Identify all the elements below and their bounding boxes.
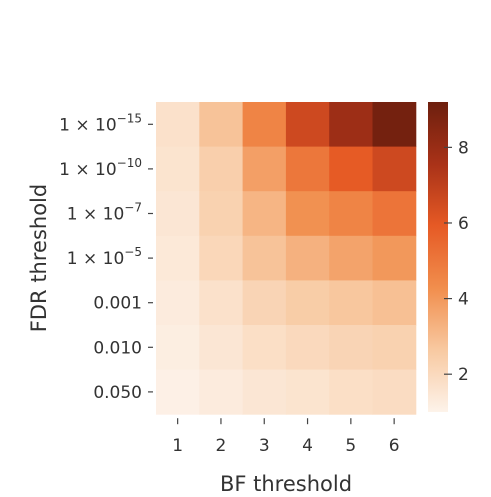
heatmap-cell (372, 102, 417, 148)
heatmap-cell (329, 102, 373, 148)
heatmap-cell (372, 235, 417, 281)
heatmap-cell (199, 325, 244, 371)
heatmap-cell (242, 280, 287, 326)
colorbar-tick-label: 8 (458, 138, 469, 158)
heatmap-cell (285, 280, 330, 326)
colorbar-tick-label: 2 (458, 365, 469, 385)
y-axis-title: FDR threshold (27, 184, 51, 332)
colorbar-tick-label: 4 (458, 290, 469, 310)
x-tick-label: 1 (172, 436, 183, 456)
heatmap-cell (199, 235, 244, 281)
y-tick-label: 0.001 (93, 294, 142, 314)
colorbar-gradient (428, 102, 448, 412)
heatmap-cell (242, 146, 287, 192)
y-tick-label: 1 × 10−5 (67, 245, 142, 269)
heatmap-cell (156, 102, 200, 148)
heatmap-cell (156, 191, 200, 237)
heatmap-cell (372, 146, 417, 192)
heatmap-cell (285, 102, 330, 148)
heatmap-cell (285, 325, 330, 371)
heatmap-cell (372, 191, 417, 237)
colorbar-tick-label: 6 (458, 214, 469, 234)
y-tick-label: 0.050 (93, 383, 142, 403)
x-tick-label: 6 (389, 436, 400, 456)
heatmap-cell (199, 369, 244, 415)
heatmap-cell (242, 235, 287, 281)
heatmap-cell (329, 191, 373, 237)
x-tick-label: 5 (345, 436, 356, 456)
heatmap-cell (329, 325, 373, 371)
heatmap-cell (329, 235, 373, 281)
x-tick-label: 3 (259, 436, 270, 456)
y-tick-label: 1 × 10−10 (59, 156, 142, 180)
heatmap-cell (156, 369, 200, 415)
heatmap-cell (372, 280, 417, 326)
heatmap-cell (372, 369, 417, 415)
heatmap-cell (285, 146, 330, 192)
heatmap-cell (156, 235, 200, 281)
heatmap-cell (242, 325, 287, 371)
heatmap-cell (285, 235, 330, 281)
heatmap-cell (199, 191, 244, 237)
heatmap-cell (199, 146, 244, 192)
heatmap-cell (199, 102, 244, 148)
heatmap-cell (156, 325, 200, 371)
x-axis-ticks: 1 2 3 4 5 6 (172, 418, 400, 456)
heatmap-cell (285, 369, 330, 415)
heatmap-cell (156, 146, 200, 192)
heatmap-cell (242, 191, 287, 237)
heatmap-cell (329, 280, 373, 326)
colorbar: 2 4 6 8 (428, 102, 469, 412)
heatmap-cells (156, 102, 417, 415)
heatmap-cell (156, 280, 200, 326)
heatmap-cell (372, 325, 417, 371)
heatmap-cell (242, 369, 287, 415)
heatmap-cell (199, 280, 244, 326)
heatmap-cell (242, 102, 287, 148)
heatmap-cell (329, 369, 373, 415)
x-tick-label: 4 (302, 436, 313, 456)
y-axis-ticks: 1 × 10−15 1 × 10−10 1 × 10−7 1 × 10−5 0.001 0… (59, 111, 153, 403)
heatmap-cell (329, 146, 373, 192)
y-tick-label: 1 × 10−15 (59, 111, 142, 135)
y-tick-label: 1 × 10−7 (67, 201, 142, 225)
y-tick-label: 0.010 (93, 338, 142, 358)
heatmap-cell (285, 191, 330, 237)
x-axis-title: BF threshold (220, 472, 352, 496)
x-tick-label: 2 (216, 436, 227, 456)
